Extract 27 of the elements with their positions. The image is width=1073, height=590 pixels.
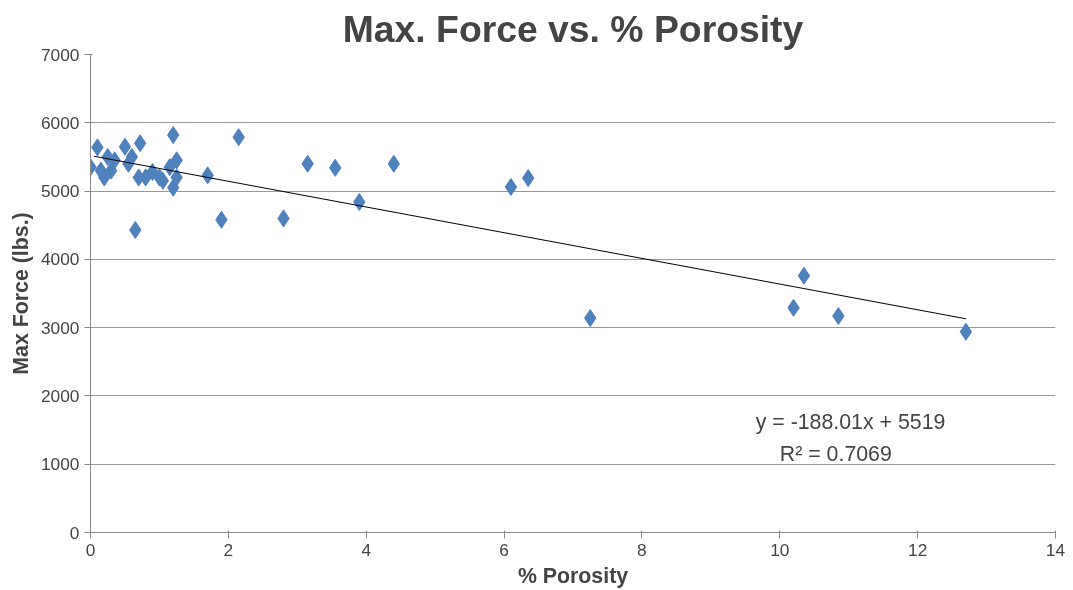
point <box>959 322 973 341</box>
x-tick-label: 0 <box>85 539 96 560</box>
point <box>353 193 366 211</box>
x-tick-label: 6 <box>499 539 509 560</box>
point <box>133 134 147 153</box>
y-tick-label: 2000 <box>40 385 80 406</box>
y-axis-title: Max Force (lbs.) <box>8 212 33 375</box>
point <box>504 177 518 196</box>
y-tick-label: 0 <box>69 522 80 543</box>
y-tick-label: 1000 <box>40 454 80 475</box>
y-tick-label: 5000 <box>40 181 80 202</box>
point <box>118 137 132 156</box>
x-tick-label: 8 <box>637 539 647 560</box>
chart-title: Max. Force vs. % Porosity <box>342 7 804 50</box>
x-tick-label: 10 <box>770 539 790 560</box>
x-tick-label: 12 <box>908 539 928 560</box>
point <box>797 266 811 285</box>
x-tick-label: 14 <box>1045 539 1066 560</box>
annotation: R² = 0.7069 <box>779 441 892 466</box>
y-tick-label: 7000 <box>40 44 80 65</box>
annotation: y = -188.01x + 5519 <box>755 409 946 434</box>
x-tick-label: 4 <box>361 539 372 560</box>
x-axis-title: % Porosity <box>517 563 629 588</box>
x-tick-label: 2 <box>223 539 234 560</box>
y-tick-label: 4000 <box>40 249 80 270</box>
y-tick-label: 3000 <box>40 317 80 338</box>
y-tick-label: 6000 <box>40 112 80 133</box>
